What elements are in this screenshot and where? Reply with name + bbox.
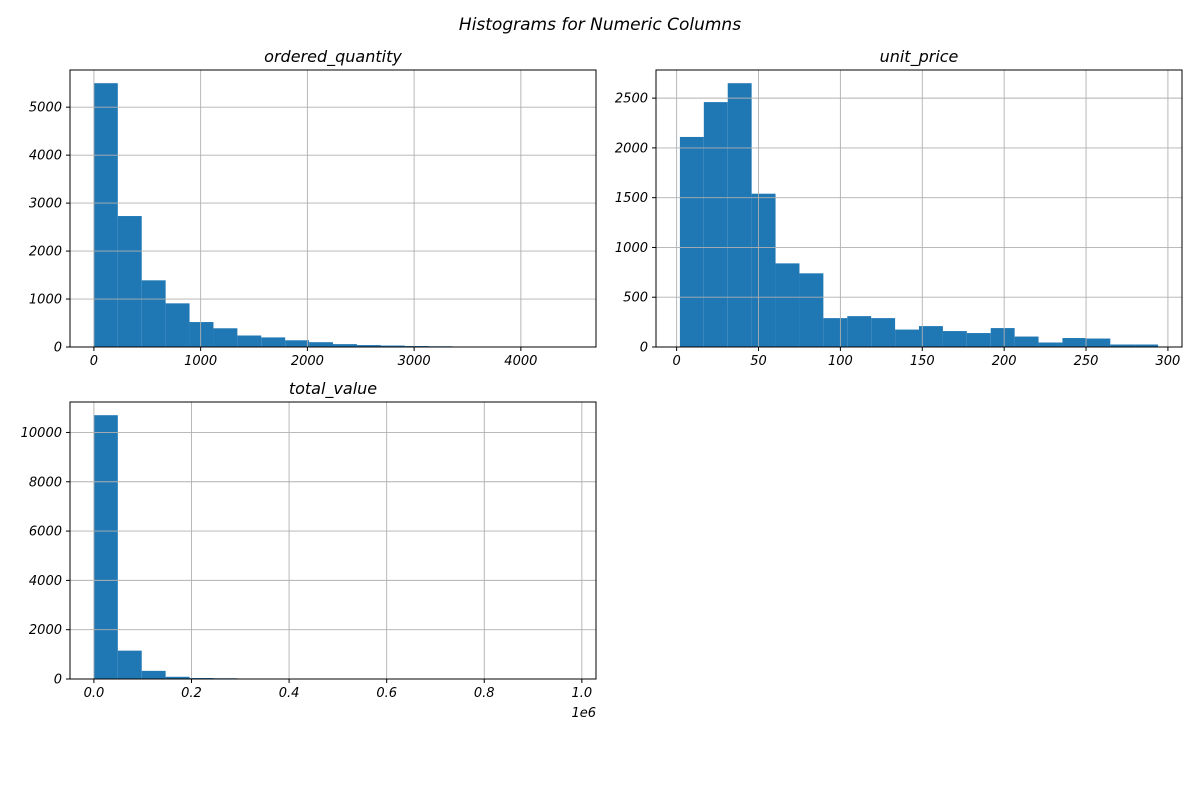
y-tick-label: 5000 — [29, 101, 62, 116]
histogram-bar — [1014, 336, 1039, 347]
histogram-bar — [141, 280, 166, 347]
histogram-bar — [679, 136, 704, 347]
y-tick-label: 1000 — [29, 293, 62, 308]
x-tick-label: 0.0 — [84, 686, 105, 701]
histogram-bar — [703, 102, 728, 347]
x-tick-label: 0.8 — [474, 686, 495, 701]
histogram-bar — [942, 331, 967, 347]
x-tick-label: 4000 — [504, 354, 537, 369]
y-tick-label: 500 — [623, 291, 648, 306]
histogram-bar — [309, 342, 333, 347]
histogram-bar — [799, 273, 824, 347]
y-tick-label: 2500 — [615, 92, 648, 107]
histogram-ordered-quantity: 0 1000 2000 3000 4000 0 1000 2000 3000 4000 5000 or… — [29, 47, 597, 369]
axes-frame — [69, 69, 597, 348]
x-offset-text: 1e6 — [571, 706, 596, 721]
y-tick-label: 6000 — [29, 525, 62, 540]
y-tick-label: 2000 — [29, 623, 62, 638]
y-tick-label: 0 — [54, 341, 62, 356]
histogram-bar — [919, 326, 943, 347]
x-tick-label: 1000 — [184, 354, 217, 369]
histogram-bar — [261, 337, 286, 347]
x-tick-label: 0 — [90, 354, 98, 369]
y-tick-label: 0 — [640, 341, 648, 356]
histogram-bar — [117, 650, 142, 679]
y-tick-label: 10000 — [21, 426, 62, 441]
x-tick-label: 150 — [910, 354, 935, 369]
histogram-bar — [1038, 342, 1063, 347]
subplot-title: total_value — [289, 379, 377, 399]
histogram-bar — [380, 345, 405, 347]
histogram-bar — [871, 318, 896, 347]
histogram-bar — [966, 333, 991, 347]
histogram-bar — [895, 329, 919, 347]
histogram-bar — [990, 328, 1015, 347]
histogram-bar — [165, 676, 190, 679]
y-tick-label: 8000 — [29, 475, 62, 490]
histogram-bar — [213, 328, 238, 347]
y-tick-label: 4000 — [29, 574, 62, 589]
histogram-bar — [117, 216, 142, 347]
x-tick-label: 0.4 — [279, 686, 300, 701]
x-tick-label: 0 — [672, 354, 680, 369]
subplot-title: ordered_quantity — [264, 47, 402, 67]
histogram-bar — [847, 316, 872, 347]
y-tick-label: 0 — [54, 673, 62, 688]
histogram-bar — [1062, 338, 1087, 347]
subplot-title: unit_price — [880, 47, 959, 67]
histogram-bar — [1110, 344, 1135, 347]
axes-frame — [69, 401, 597, 680]
histogram-unit-price: 0 50 100 150 200 250 300 0 500 1000 1500 2000 2500 un… — [615, 47, 1183, 369]
histogram-bar — [333, 344, 357, 347]
x-tick-label: 300 — [1156, 354, 1181, 369]
histogram-bar — [775, 263, 800, 347]
x-tick-label: 1.0 — [572, 686, 593, 701]
histogram-bar — [93, 415, 118, 679]
histogram-bar — [141, 670, 166, 679]
y-tick-label: 2000 — [615, 141, 648, 156]
histogram-total-value: 0.0 0.2 0.4 0.6 0.8 1.0 0 2000 4000 6000 8000 10000… — [21, 379, 597, 721]
histogram-bar — [237, 335, 262, 347]
x-tick-label: 3000 — [398, 354, 431, 369]
histogram-bar — [93, 83, 118, 347]
histogram-bar — [189, 322, 214, 347]
x-tick-label: 100 — [828, 354, 853, 369]
histogram-bar — [823, 318, 848, 347]
histogram-bar — [165, 303, 190, 347]
x-tick-label: 200 — [992, 354, 1017, 369]
axes-frame — [655, 69, 1183, 348]
y-tick-label: 4000 — [29, 149, 62, 164]
histogram-bar — [727, 83, 752, 347]
figure-suptitle: Histograms for Numeric Columns — [459, 15, 741, 35]
x-tick-label: 0.2 — [181, 686, 202, 701]
histogram-bar — [1134, 344, 1159, 347]
y-tick-label: 1500 — [615, 191, 648, 206]
x-tick-label: 0.6 — [376, 686, 397, 701]
y-tick-label: 3000 — [29, 197, 62, 212]
histogram-bar — [751, 193, 776, 347]
histogram-bar — [285, 340, 310, 347]
x-tick-label: 50 — [750, 354, 767, 369]
x-tick-label: 250 — [1074, 354, 1099, 369]
histogram-bar — [1086, 338, 1111, 347]
y-tick-label: 1000 — [615, 241, 648, 256]
x-tick-label: 2000 — [291, 354, 324, 369]
histogram-bar — [356, 345, 381, 347]
y-tick-label: 2000 — [29, 245, 62, 260]
